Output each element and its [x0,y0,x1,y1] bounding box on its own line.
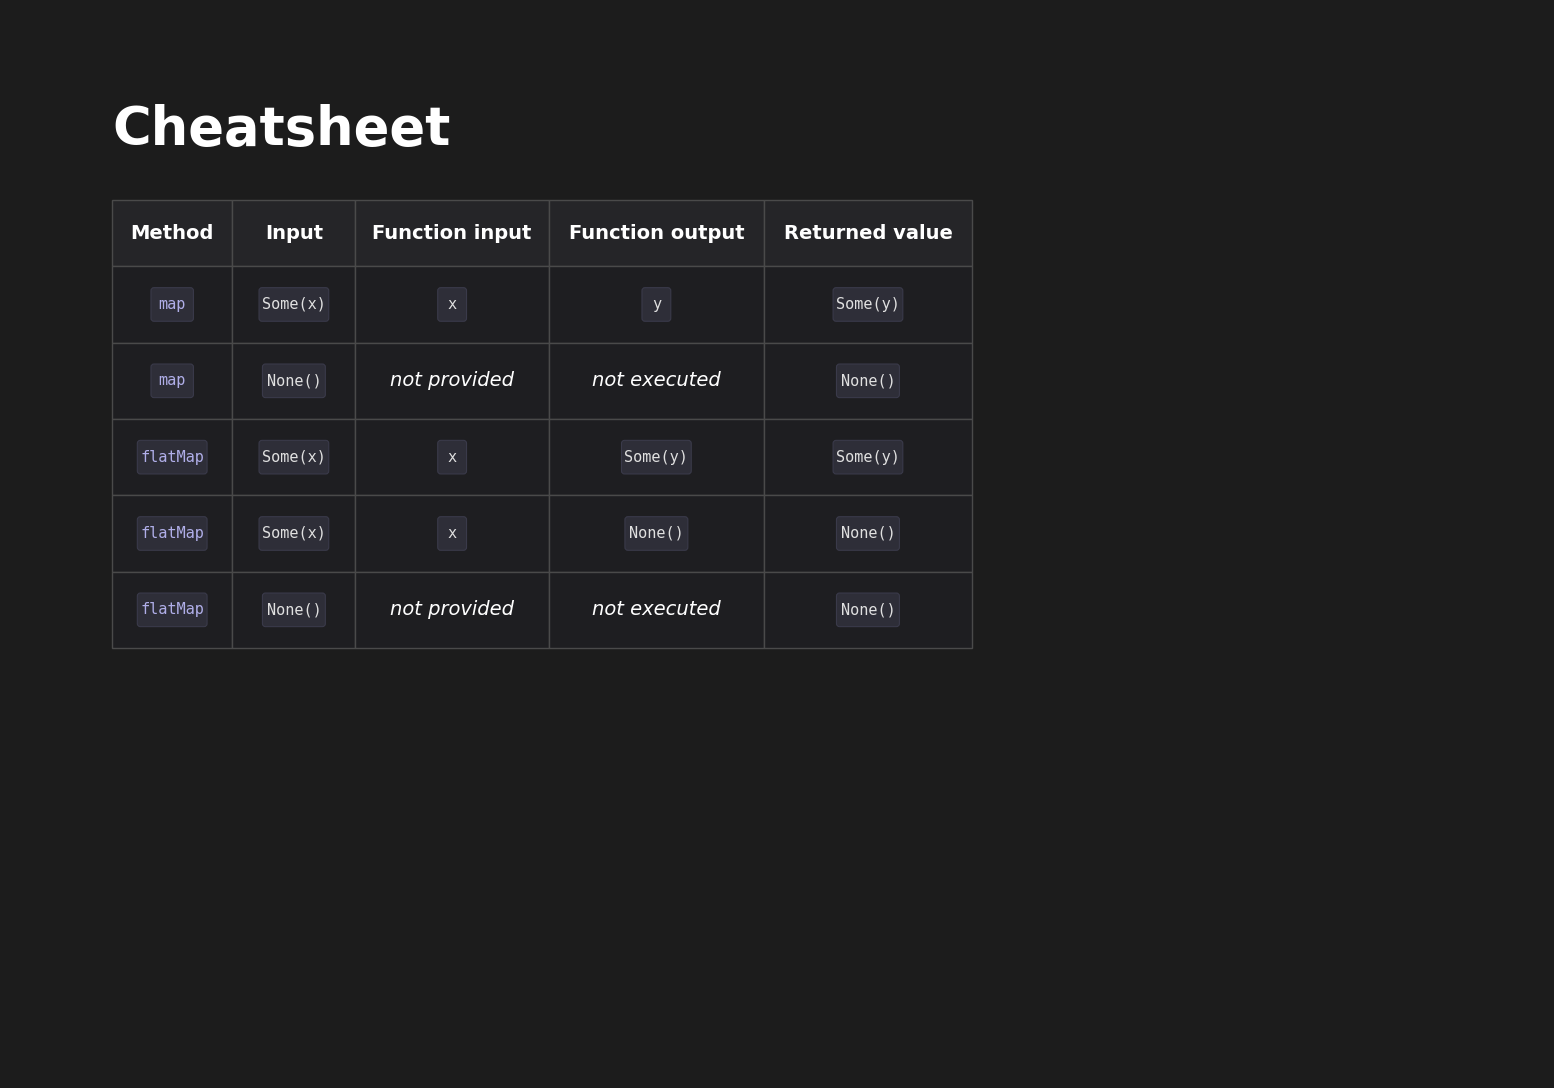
Text: Function input: Function input [373,224,531,243]
Bar [549,571,765,648]
Bar [765,419,971,495]
Text: Returned value: Returned value [783,224,953,243]
Bar [549,419,765,495]
FancyBboxPatch shape [836,593,900,627]
FancyBboxPatch shape [438,441,466,474]
Text: x: x [448,526,457,541]
FancyBboxPatch shape [137,517,207,551]
FancyBboxPatch shape [151,287,193,321]
Text: not executed: not executed [592,601,721,619]
FancyBboxPatch shape [625,517,688,551]
Bar [356,200,549,267]
Text: Input: Input [264,224,323,243]
FancyBboxPatch shape [263,364,325,397]
Bar [233,419,356,495]
Text: flatMap: flatMap [140,603,204,617]
Bar [765,267,971,343]
Bar [356,343,549,419]
Text: Some(x): Some(x) [263,297,326,312]
Bar [112,200,233,267]
Text: Cheatsheet: Cheatsheet [112,104,451,156]
Text: x: x [448,297,457,312]
FancyBboxPatch shape [263,593,325,627]
Text: Some(y): Some(y) [625,449,688,465]
Bar [233,267,356,343]
FancyBboxPatch shape [260,287,329,321]
Text: Method: Method [131,224,214,243]
Bar [356,267,549,343]
Text: None(): None() [841,373,895,388]
FancyBboxPatch shape [137,441,207,474]
Bar [112,267,233,343]
FancyBboxPatch shape [642,287,671,321]
Bar [356,495,549,571]
FancyBboxPatch shape [836,364,900,397]
Text: None(): None() [267,603,322,617]
Bar [549,267,765,343]
Bar [112,495,233,571]
Bar [233,571,356,648]
Bar [765,495,971,571]
FancyBboxPatch shape [438,517,466,551]
Bar [765,571,971,648]
Bar [233,495,356,571]
Text: y: y [651,297,660,312]
FancyBboxPatch shape [260,517,329,551]
Text: not provided: not provided [390,371,514,391]
Bar [112,571,233,648]
Bar [356,571,549,648]
Text: Some(x): Some(x) [263,526,326,541]
Text: map: map [159,297,186,312]
Bar [549,200,765,267]
FancyBboxPatch shape [137,593,207,627]
Text: flatMap: flatMap [140,449,204,465]
Bar [549,343,765,419]
Text: None(): None() [841,526,895,541]
FancyBboxPatch shape [833,441,903,474]
Bar [112,343,233,419]
Bar [356,419,549,495]
Text: Some(y): Some(y) [836,297,900,312]
Bar [765,200,971,267]
Bar [765,343,971,419]
FancyBboxPatch shape [438,287,466,321]
Bar [233,343,356,419]
Text: Function output: Function output [569,224,744,243]
FancyBboxPatch shape [622,441,692,474]
Text: None(): None() [629,526,684,541]
FancyBboxPatch shape [151,364,193,397]
Text: None(): None() [841,603,895,617]
FancyBboxPatch shape [260,441,329,474]
FancyBboxPatch shape [836,517,900,551]
Text: Some(y): Some(y) [836,449,900,465]
Text: not executed: not executed [592,371,721,391]
Text: x: x [448,449,457,465]
Text: not provided: not provided [390,601,514,619]
Bar [112,419,233,495]
Text: map: map [159,373,186,388]
FancyBboxPatch shape [833,287,903,321]
Bar [233,200,356,267]
Bar [549,495,765,571]
Text: Some(x): Some(x) [263,449,326,465]
Text: None(): None() [267,373,322,388]
Text: flatMap: flatMap [140,526,204,541]
